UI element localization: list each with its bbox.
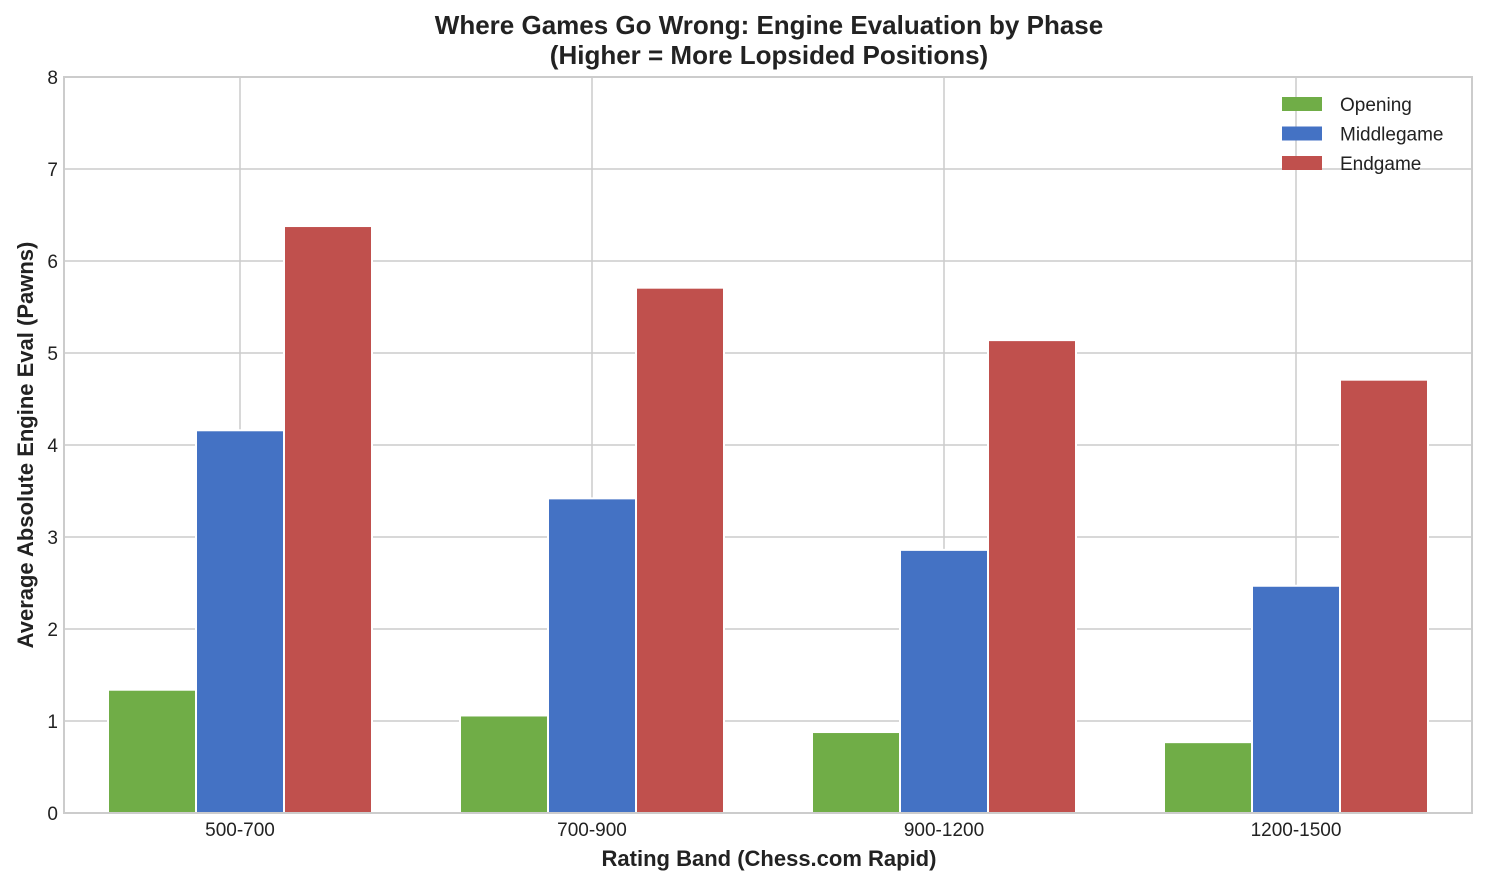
legend-swatch	[1282, 126, 1322, 141]
bar-opening-700-900	[459, 714, 549, 814]
bar-endgame-1200-1500	[1339, 378, 1429, 814]
bar-endgame-700-900	[635, 286, 725, 814]
y-tick-label: 5	[47, 344, 58, 365]
bar-middlegame-900-1200	[899, 548, 989, 814]
y-tick-label: 2	[47, 620, 58, 641]
bar-middlegame-1200-1500	[1251, 584, 1341, 815]
y-tick-label: 8	[47, 68, 58, 89]
legend-label: Opening	[1340, 95, 1412, 116]
bar-middlegame-500-700	[195, 429, 285, 814]
x-tick-label: 900-1200	[904, 820, 984, 841]
legend: Opening Middlegame Endgame	[1282, 95, 1444, 175]
x-tick-labels: 500-700 700-900 900-1200 1200-1500	[205, 820, 1341, 841]
bar-opening-500-700	[107, 688, 197, 814]
x-tick-label: 700-900	[557, 820, 627, 841]
bar-opening-900-1200	[811, 731, 901, 814]
bar-opening-1200-1500	[1163, 741, 1253, 814]
legend-label: Endgame	[1340, 154, 1421, 175]
y-tick-label: 3	[47, 528, 58, 549]
y-tick-label: 4	[47, 436, 58, 457]
y-tick-labels: 0 1 2 3 4 5 6 7 8	[47, 68, 58, 825]
y-tick-label: 0	[47, 804, 58, 825]
plot-frame	[63, 76, 1473, 814]
x-axis-label: Rating Band (Chess.com Rapid)	[602, 846, 937, 871]
legend-swatch	[1282, 156, 1322, 170]
y-axis-label: Average Absolute Engine Eval (Pawns)	[13, 242, 38, 649]
y-tick-label: 7	[47, 160, 58, 181]
legend-label: Middlegame	[1340, 125, 1444, 146]
bar-endgame-500-700	[283, 225, 373, 815]
x-tick-label: 1200-1500	[1251, 820, 1342, 841]
bars	[107, 225, 1429, 815]
x-tick-label: 500-700	[205, 820, 275, 841]
chart-title: Where Games Go Wrong: Engine Evaluation …	[435, 10, 1103, 40]
bar-endgame-900-1200	[987, 339, 1077, 814]
y-tick-label: 1	[47, 712, 58, 733]
y-tick-label: 6	[47, 252, 58, 273]
bar-middlegame-700-900	[547, 497, 637, 814]
chart-subtitle: (Higher = More Lopsided Positions)	[550, 40, 988, 70]
legend-swatch	[1282, 97, 1322, 111]
